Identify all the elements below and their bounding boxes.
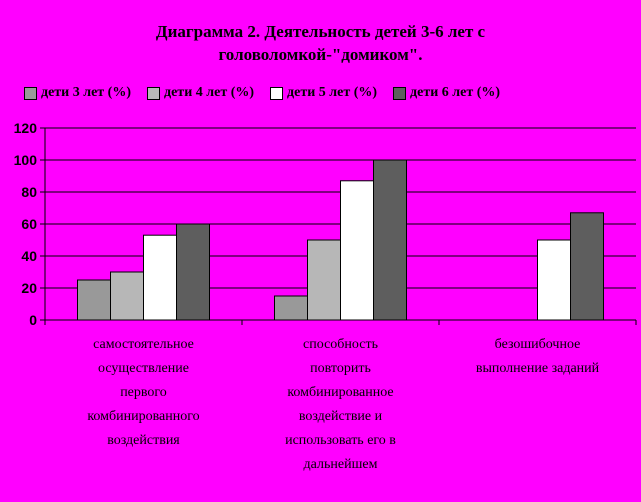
legend-label-3-years: дети 3 лет (%) [41,85,132,100]
bar-3-years [77,279,111,321]
x-category-label-line: способность [303,337,378,352]
x-category-label-line: безошибочное [494,337,581,352]
legend-label-6-years: дети 6 лет (%) [410,85,501,100]
legend-item-6-years: дети 6 лет (%) [393,85,500,101]
bar-6-years [570,212,604,321]
legend-swatch-6-years [393,86,407,100]
bar-5-years [143,234,177,321]
y-tick-label: 100 [14,152,38,168]
x-category-label-line: повторить [310,361,371,376]
x-category-label-line: самостоятельное [93,337,194,352]
y-tick-label: 80 [21,184,37,200]
y-tick-label: 60 [21,216,37,232]
x-category-label: безошибочное выполнение заданий [429,333,641,381]
bar-6-years [176,223,210,321]
chart-legend: дети 3 лет (%) дети 4 лет (%) дети 5 лет… [24,83,500,103]
x-category-label-line: использовать его в [285,433,396,448]
x-category-label-line: воздействие и [298,409,383,424]
legend-label-5-years: дети 5 лет (%) [287,85,378,100]
x-category-label-line: комбинированное [287,385,394,400]
bar-5-years [537,239,571,321]
y-tick-label: 120 [14,120,38,136]
x-category-label-line: дальнейшем [303,457,378,472]
legend-item-3-years: дети 3 лет (%) [24,85,131,101]
legend-item-4-years: дети 4 лет (%) [147,85,254,101]
x-category-label-line: осуществление [98,361,189,376]
bar-4-years [110,271,144,321]
x-category-label-line: комбинированного [87,409,200,424]
x-category-label-line: выполнение заданий [475,361,600,376]
x-category-label-line: воздействия [107,433,180,448]
chart-title-line-2: головоломкой-"домиком". [218,45,423,64]
legend-swatch-3-years [24,86,37,100]
y-tick-label: 40 [21,248,37,264]
x-category-label: самостоятельное осуществление первого комби… [35,333,252,453]
legend-swatch-4-years [147,86,161,100]
chart-title: Диаграмма 2. Деятельность детей 3-6 лет … [0,20,641,66]
x-category-label: способность повторить комбинированное возде… [232,333,449,477]
bar-3-years [274,295,308,321]
legend-swatch-5-years [270,86,284,100]
legend-item-5-years: дети 5 лет (%) [270,85,377,101]
bar-6-years [373,159,407,321]
y-tick-label: 0 [29,312,37,328]
chart-title-line-1: Диаграмма 2. Деятельность детей 3-6 лет … [155,22,486,41]
y-tick-label: 20 [21,280,37,296]
bar-5-years [340,180,374,321]
x-category-label-line: первого [120,385,167,400]
legend-label-4-years: дети 4 лет (%) [164,85,255,100]
bar-4-years [307,239,341,321]
